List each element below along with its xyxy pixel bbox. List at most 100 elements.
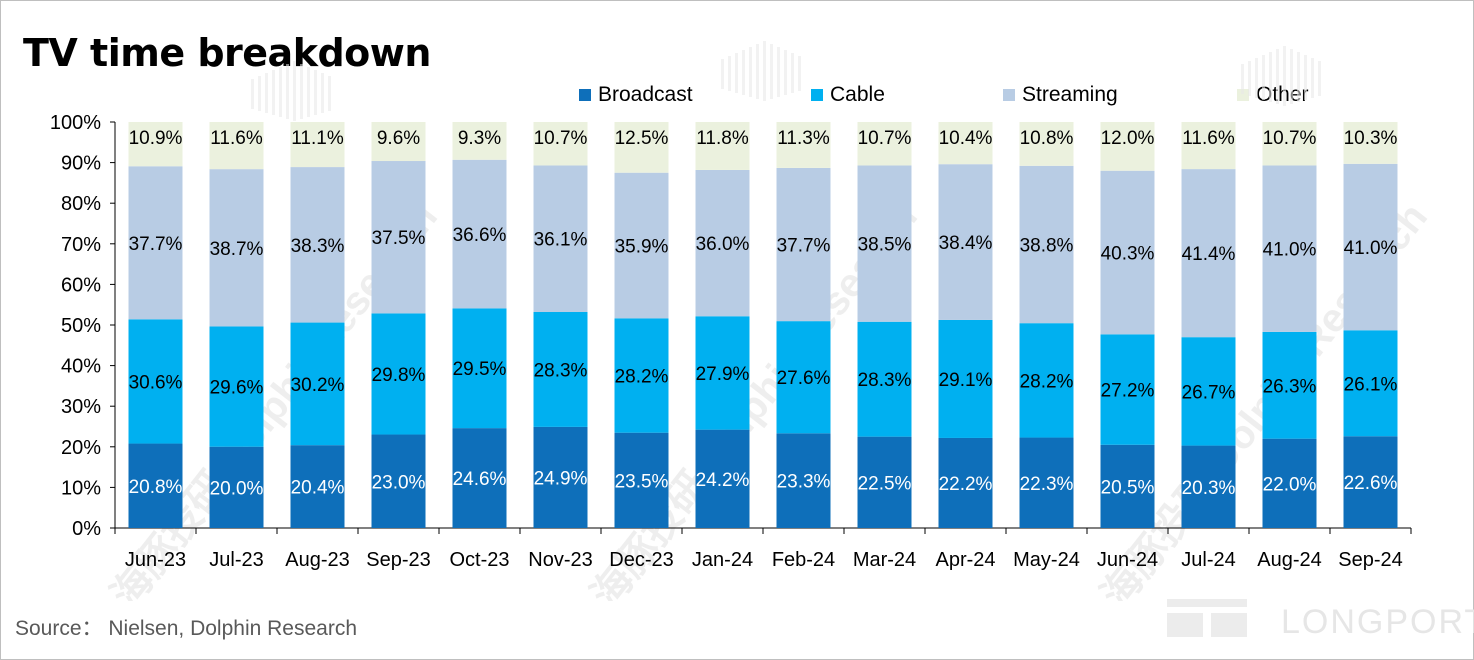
data-label-other: 10.4% [939,128,993,149]
watermark-stripe [1283,46,1286,106]
data-label-streaming: 38.7% [210,239,264,260]
bar-cable [695,316,750,430]
bar-streaming [1262,165,1317,332]
watermark-stripe [1318,61,1321,96]
data-label-broadcast: 23.0% [372,472,426,493]
bar-other [209,122,264,170]
watermark-stripe [763,41,766,101]
y-tick-label: 100% [50,112,101,134]
data-label-other: 9.3% [458,128,501,149]
longport-watermark-text: LONGPORT [1281,603,1474,641]
bar-cable [614,318,669,433]
bar-other [1181,122,1236,170]
watermark-stripe [784,50,787,95]
bar-broadcast [290,445,345,528]
data-label-other: 10.9% [129,128,183,149]
bar-streaming [938,164,993,320]
data-label-broadcast: 22.3% [1020,474,1074,495]
bar-broadcast [371,434,426,528]
data-label-cable: 26.7% [1182,382,1236,403]
x-tick-label: Oct-23 [449,549,509,571]
bar-streaming [371,161,426,314]
bar-broadcast [938,437,993,528]
x-tick-label: Jan-24 [692,549,753,571]
data-label-broadcast: 20.8% [129,477,183,498]
data-label-streaming: 37.5% [372,228,426,249]
legend-swatch-cable [811,89,823,101]
watermark-stripe [1269,52,1272,102]
data-label-cable: 29.6% [210,378,264,399]
bar-streaming [128,166,183,320]
x-tick-label: Sep-24 [1338,549,1403,571]
bar-broadcast [1100,444,1155,528]
bar-cable [1181,337,1236,446]
data-label-streaming: 37.7% [129,234,183,255]
watermark-stripe [307,67,310,117]
bar-cable [1019,323,1074,438]
watermark-stripe [798,56,801,91]
data-label-cable: 30.6% [129,372,183,393]
data-label-streaming: 38.3% [291,236,345,257]
watermark-stripe [251,79,254,109]
data-label-streaming: 38.4% [939,233,993,254]
x-tick-label: Nov-23 [528,549,592,571]
watermark-stripe [1304,55,1307,100]
x-tick-label: Jul-23 [209,549,263,571]
bar-streaming [857,165,912,322]
y-tick-label: 70% [61,234,101,256]
bar-other [1343,122,1398,164]
watermark-stripe [321,73,324,113]
bar-broadcast [776,433,831,528]
data-label-other: 11.6% [210,128,263,149]
data-label-other: 9.6% [377,128,420,149]
data-label-cable: 26.1% [1344,374,1398,395]
data-label-other: 10.7% [858,128,912,149]
data-label-cable: 28.2% [1020,371,1074,392]
bar-broadcast [209,446,264,528]
data-label-cable: 30.2% [291,375,345,396]
data-label-broadcast: 24.2% [696,470,750,491]
legend-label-streaming: Streaming [1022,83,1118,106]
bar-cable [1100,334,1155,445]
watermark-stripe [286,64,289,119]
data-label-cable: 28.2% [615,366,669,387]
bar-other [857,122,912,166]
bar-cable [533,312,588,427]
longport-logo-icon [1167,599,1247,637]
bar-cable [1262,331,1317,439]
bar-broadcast [1019,437,1074,528]
x-tick-label: Dec-23 [609,549,673,571]
watermark-stripe [721,59,724,89]
data-label-broadcast: 20.0% [210,478,264,499]
y-tick-label: 20% [61,437,101,459]
watermark-stripe [749,47,752,97]
data-label-streaming: 36.0% [696,234,750,255]
bar-other [1100,122,1155,171]
data-label-broadcast: 23.3% [777,472,831,493]
y-tick-label: 40% [61,356,101,378]
stacked-bar-chart: 海豚投研 DolphinResearch 海豚投研 DolphinResearch… [50,41,1436,601]
watermark-stripe [293,61,296,121]
bar-other [128,122,183,167]
data-label-broadcast: 20.3% [1182,478,1236,499]
bar-streaming [1181,169,1236,338]
data-label-broadcast: 22.0% [1263,474,1317,495]
bar-streaming [695,169,750,317]
data-label-cable: 29.5% [453,359,507,380]
chart-title: TV time breakdown [23,31,431,75]
x-tick-label: Apr-24 [935,549,995,571]
watermark-stripe [272,70,275,115]
x-tick-label: Mar-24 [853,549,916,571]
x-tick-label: Jul-24 [1181,549,1235,571]
y-tick-label: 10% [61,477,101,499]
data-label-cable: 26.3% [1263,376,1317,397]
watermark-stripe [1241,64,1244,94]
bar-streaming [776,167,831,322]
data-label-other: 12.0% [1101,128,1155,149]
data-label-streaming: 35.9% [615,237,669,258]
y-tick-label: 30% [61,396,101,418]
watermark-stripe [728,56,731,91]
bar-cable [128,319,183,444]
x-tick-label: May-24 [1013,549,1080,571]
